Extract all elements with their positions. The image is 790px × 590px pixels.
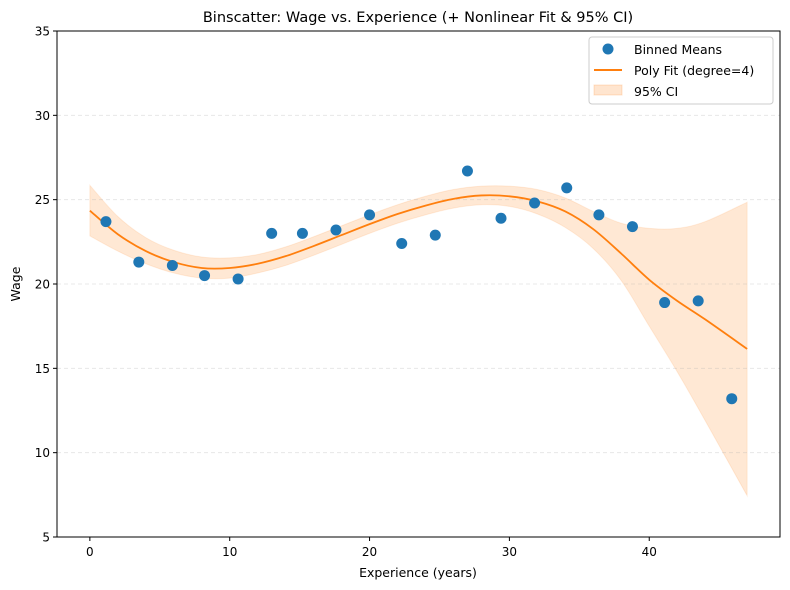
binned-mean-point [593,209,605,221]
legend-label-ci: 95% CI [634,84,678,99]
binned-mean-point [396,238,408,250]
binned-mean-point [529,197,541,209]
x-tick-label: 0 [86,545,94,559]
legend-frame [588,36,774,105]
legend-marker-ci [593,84,623,96]
poly-fit-line [89,194,748,350]
legend-marker-binned-means [602,43,614,55]
x-tick-label: 30 [502,545,517,559]
binned-mean-point [461,165,473,177]
x-tick-label: 20 [362,545,377,559]
binned-means-layer [100,165,738,405]
binned-mean-point [296,227,308,239]
binned-mean-point [266,227,278,239]
x-axis-label: Experience (years) [359,565,477,580]
y-tick-label: 30 [35,109,50,123]
binned-mean-point [429,229,441,241]
binned-mean-point [133,256,145,268]
y-tick-label: 15 [35,362,50,376]
binned-mean-point [330,224,342,236]
binned-mean-point [692,295,704,307]
binned-mean-point [364,209,376,221]
binned-mean-point [495,212,507,224]
x-tick-label: 40 [642,545,657,559]
y-axis-label: Wage [8,266,23,301]
binned-mean-point [232,273,244,285]
x-axis-ticks: 0 10 20 30 40 [86,537,657,559]
y-tick-label: 35 [35,25,50,39]
ci-band [89,184,748,498]
legend: Binned Means Poly Fit (degree=4) 95% CI [588,36,774,105]
y-axis-ticks: 5 10 15 20 25 30 35 [35,25,57,545]
binned-mean-point [199,270,211,282]
fit-line-layer [89,194,748,350]
legend-label-poly-fit: Poly Fit (degree=4) [634,63,754,78]
binned-mean-point [166,259,178,271]
chart-title: Binscatter: Wage vs. Experience (+ Nonli… [203,10,633,26]
binned-mean-point [726,393,738,405]
y-tick-label: 10 [35,446,50,460]
gridlines [57,114,780,454]
binned-mean-point [561,182,573,194]
binned-mean-point [659,297,671,309]
y-tick-label: 25 [35,193,50,207]
ci-band-layer [89,184,748,498]
legend-label-binned-means: Binned Means [634,42,722,57]
y-tick-label: 20 [35,278,50,292]
x-tick-label: 10 [222,545,237,559]
binned-mean-point [100,216,112,228]
binned-mean-point [626,221,638,233]
y-tick-label: 5 [42,531,50,545]
